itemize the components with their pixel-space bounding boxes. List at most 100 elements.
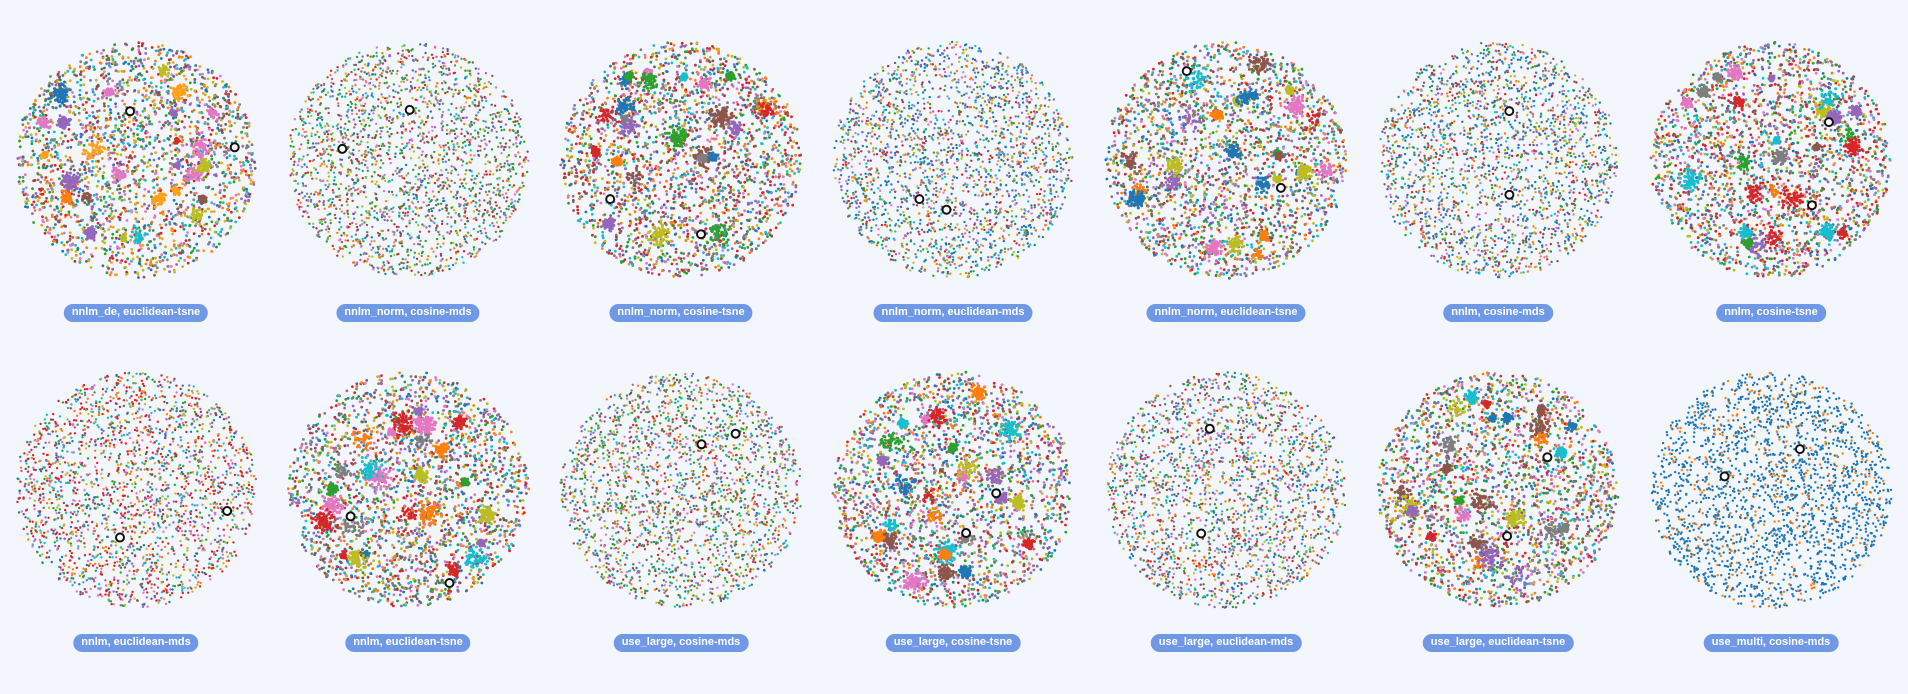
data-point — [87, 123, 90, 127]
cluster-point — [191, 207, 195, 211]
data-point — [450, 102, 453, 106]
data-point — [239, 164, 243, 168]
data-point — [450, 241, 453, 245]
data-point — [68, 239, 72, 242]
data-point — [137, 182, 141, 186]
data-point — [224, 92, 228, 96]
data-point — [18, 145, 22, 149]
data-point — [438, 233, 441, 236]
data-point — [100, 67, 104, 71]
data-point — [437, 269, 440, 273]
data-point — [171, 232, 175, 236]
cluster-point — [52, 90, 56, 94]
data-point — [175, 202, 178, 206]
data-point — [427, 255, 430, 258]
data-point — [445, 176, 449, 180]
data-point — [476, 104, 480, 108]
data-point — [498, 177, 501, 180]
data-point — [66, 248, 70, 252]
data-point — [126, 135, 130, 139]
data-point — [153, 273, 156, 277]
data-point — [234, 206, 238, 210]
data-point — [75, 215, 79, 219]
data-point — [498, 206, 501, 209]
data-point — [408, 219, 411, 222]
data-point — [72, 100, 76, 104]
data-point — [235, 157, 238, 161]
data-point — [45, 108, 49, 111]
cluster-point — [60, 189, 64, 193]
data-point — [88, 114, 91, 118]
highlighted-point[interactable] — [229, 142, 240, 153]
data-point — [136, 201, 139, 205]
data-point — [464, 77, 467, 80]
data-point — [119, 138, 123, 142]
data-point — [107, 186, 111, 190]
data-point — [394, 238, 397, 242]
data-point — [380, 75, 384, 78]
data-point — [465, 116, 468, 119]
data-point — [145, 70, 149, 73]
data-point — [491, 121, 494, 124]
data-point — [219, 124, 223, 127]
highlighted-point[interactable] — [125, 106, 136, 117]
data-point — [385, 113, 388, 117]
data-point — [348, 222, 352, 226]
data-point — [160, 96, 164, 99]
data-point — [225, 105, 229, 109]
data-point — [441, 110, 445, 114]
data-point — [218, 183, 222, 187]
data-point — [379, 126, 382, 130]
data-point — [300, 158, 303, 161]
data-point — [77, 220, 81, 223]
data-point — [111, 130, 114, 134]
data-point — [147, 190, 151, 194]
cluster-point — [90, 152, 94, 155]
data-point — [318, 111, 321, 115]
cluster-point — [212, 115, 216, 119]
data-point — [129, 69, 133, 73]
data-point — [83, 165, 86, 169]
data-point — [402, 80, 406, 83]
data-point — [40, 202, 43, 205]
data-point — [193, 89, 197, 93]
data-point — [354, 84, 357, 87]
data-point — [427, 203, 431, 207]
data-point — [109, 225, 113, 229]
embedding-plot-1[interactable]: nnlm_norm, cosine-mds — [272, 26, 544, 326]
data-point — [454, 262, 458, 265]
data-point — [421, 120, 424, 124]
data-point — [41, 206, 45, 209]
data-point — [302, 120, 306, 124]
data-point — [461, 256, 464, 259]
data-point — [497, 193, 501, 196]
data-point — [455, 258, 458, 261]
data-point — [240, 168, 243, 172]
cluster-point — [126, 170, 130, 173]
data-point — [184, 239, 188, 243]
cluster-point — [167, 71, 170, 75]
data-point — [122, 70, 126, 73]
data-point — [126, 84, 130, 87]
data-point — [144, 94, 148, 98]
data-point — [442, 160, 445, 164]
data-point — [408, 181, 412, 185]
data-point — [377, 76, 381, 79]
data-point — [334, 183, 338, 186]
data-point — [48, 81, 52, 85]
data-point — [322, 89, 325, 93]
data-point — [499, 113, 502, 117]
data-point — [121, 99, 124, 103]
data-point — [134, 56, 138, 60]
data-point — [139, 247, 143, 250]
data-point — [336, 231, 339, 235]
data-point — [414, 213, 417, 216]
data-point — [109, 98, 112, 102]
data-point — [141, 124, 144, 128]
data-point — [426, 85, 429, 88]
data-point — [79, 70, 83, 74]
data-point — [61, 170, 65, 173]
embedding-plot-0[interactable]: nnlm_de, euclidean-tsne — [0, 26, 272, 326]
data-point — [51, 243, 54, 246]
data-point — [453, 71, 457, 74]
